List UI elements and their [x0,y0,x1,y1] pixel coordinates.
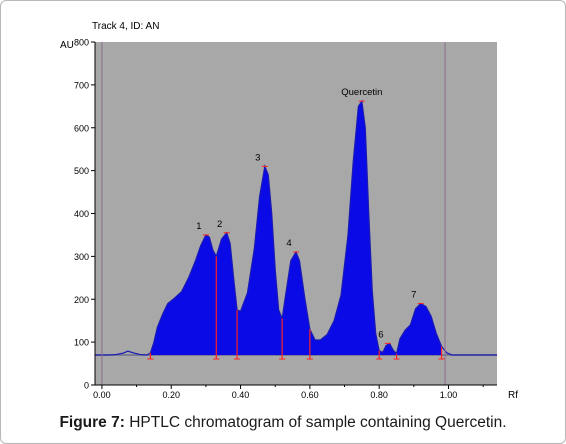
peak-label-5: Quercetin [341,87,382,98]
peak-labels: 1 2 3 4 Quercetin 6 7 [196,87,424,344]
x-tick-label-0: 0.00 [93,390,111,400]
x-tick-label-2: 0.40 [232,390,250,400]
x-axis-label: Rf [508,390,518,401]
x-tick-label-1: 0.20 [162,390,180,400]
y-axis-label: AU [60,40,74,51]
peak-boundary-layer [147,256,445,360]
y-tick-label-0: 0 [84,381,89,391]
x-tick-label-3: 0.60 [301,390,319,400]
peak-label-4: 4 [286,238,291,249]
chart-title: Track 4, ID: AN [92,21,159,32]
peak-label-6: 6 [378,329,383,340]
figure-caption-text: HPTLC chromatogram of sample containing … [129,414,507,431]
y-tick-label-1: 100 [74,338,89,348]
peak-label-2: 2 [217,219,222,230]
y-ticks: 0 100 200 300 400 500 600 700 800 [74,38,95,391]
y-tick-label-6: 600 [74,123,89,133]
peak-label-1: 1 [196,221,201,232]
y-tick-label-3: 300 [74,252,89,262]
x-ticks: 0.00 0.20 0.40 0.60 0.80 1.00 [93,385,484,400]
x-tick-label-4: 0.80 [370,390,388,400]
figure-caption: Figure 7: HPTLC chromatogram of sample c… [0,414,566,432]
y-tick-label-5: 500 [74,166,89,176]
x-tick-label-5: 1.00 [440,390,458,400]
peak-fill-area [150,101,442,355]
y-tick-label-2: 200 [74,295,89,305]
peak-fill-layer [95,99,497,356]
figure-label: Figure 7: [59,414,125,431]
signal-line [95,99,497,356]
y-tick-label-8: 800 [74,38,89,48]
reference-line-layer [101,42,446,385]
peak-label-3: 3 [255,152,260,163]
y-tick-label-4: 400 [74,209,89,219]
peak-label-7: 7 [411,290,416,301]
y-tick-label-7: 700 [74,80,89,90]
